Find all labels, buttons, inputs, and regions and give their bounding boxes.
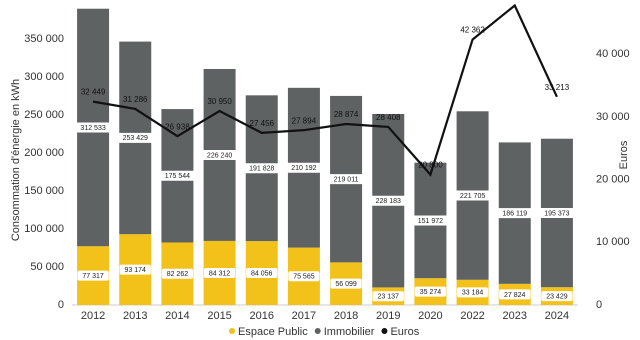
y2-tick-label: 20 000 bbox=[596, 174, 630, 186]
y2-axis-label: Euros bbox=[618, 140, 630, 169]
value-label: 77 317 bbox=[82, 273, 104, 280]
value-label: 56 099 bbox=[335, 281, 357, 288]
line-value-label: 27 456 bbox=[250, 119, 275, 128]
x-tick-label: 2013 bbox=[123, 310, 147, 322]
line bbox=[92, 3, 558, 177]
value-label-box bbox=[541, 291, 573, 302]
legend-marker bbox=[229, 328, 235, 334]
value-label-box bbox=[454, 190, 491, 201]
value-label: 82 262 bbox=[167, 271, 189, 278]
value-label-box bbox=[244, 163, 280, 174]
value-label: 75 565 bbox=[293, 274, 315, 281]
value-label-box bbox=[539, 207, 575, 218]
value-label: 84 312 bbox=[209, 270, 231, 277]
value-label: 312 533 bbox=[80, 125, 105, 132]
value-label-box bbox=[286, 162, 322, 173]
x-tick-label: 2017 bbox=[292, 310, 316, 322]
x-tick-label: 2018 bbox=[334, 310, 358, 322]
y-axis-label: Consommation d'énergie en kWh bbox=[10, 79, 22, 241]
line-value-label: 33 213 bbox=[545, 83, 570, 92]
x-tick-label: 2012 bbox=[81, 310, 105, 322]
line-value-label: 31 286 bbox=[123, 95, 148, 104]
y-tick-label: 0 bbox=[58, 299, 64, 311]
y-tick-label: 300 000 bbox=[24, 71, 64, 83]
x-tick-label: 2024 bbox=[545, 310, 569, 322]
value-label-box bbox=[456, 287, 489, 298]
legend-label: Euros bbox=[390, 326, 419, 338]
value-label-box bbox=[370, 195, 406, 206]
line-value-label: 30 950 bbox=[207, 97, 232, 106]
value-label: 33 184 bbox=[462, 290, 484, 297]
value-label-box bbox=[117, 132, 153, 143]
value-label-box bbox=[201, 149, 238, 160]
value-label: 226 240 bbox=[207, 152, 232, 159]
value-label-box bbox=[330, 278, 362, 289]
value-label: 219 011 bbox=[334, 176, 359, 183]
value-label-box bbox=[414, 286, 447, 297]
y2-tick-label: 0 bbox=[596, 299, 602, 311]
x-tick-label: 2015 bbox=[207, 310, 231, 322]
x-tick-label: 2014 bbox=[165, 310, 189, 322]
line-value-label: 32 449 bbox=[81, 88, 106, 97]
value-label-box bbox=[288, 271, 320, 282]
value-label-box bbox=[119, 264, 151, 275]
value-label-box bbox=[499, 289, 531, 300]
y2-tick-label: 10 000 bbox=[596, 236, 630, 248]
line-value-label: 47 784 bbox=[503, 0, 528, 1]
line-value-label: 28 874 bbox=[334, 110, 359, 119]
value-label-box bbox=[159, 170, 196, 181]
value-label: 210 192 bbox=[291, 165, 316, 172]
y2-tick-label: 30 000 bbox=[596, 111, 630, 123]
legend-label: Espace Public bbox=[238, 326, 308, 338]
x-tick-label: 2022 bbox=[460, 310, 484, 322]
line-value-label: 26 938 bbox=[165, 122, 190, 131]
value-label: 151 972 bbox=[418, 218, 443, 225]
y-tick-label: 200 000 bbox=[24, 147, 64, 159]
y2-tick-label: 40 000 bbox=[596, 48, 630, 60]
value-label: 84 056 bbox=[251, 270, 273, 277]
value-label-box bbox=[328, 174, 364, 185]
legend-marker bbox=[314, 328, 321, 334]
value-label: 175 544 bbox=[165, 173, 190, 180]
value-label: 186 119 bbox=[502, 210, 527, 217]
value-label-box bbox=[497, 208, 533, 219]
value-label: 93 174 bbox=[125, 267, 147, 274]
value-label-box bbox=[203, 267, 236, 278]
y-tick-label: 100 000 bbox=[24, 223, 64, 235]
x-tick-label: 2020 bbox=[418, 310, 442, 322]
value-label: 253 429 bbox=[123, 135, 148, 142]
y-tick-label: 150 000 bbox=[24, 185, 64, 197]
legend-label: Immobilier bbox=[324, 326, 375, 338]
line-value-label: 27 894 bbox=[292, 116, 317, 125]
y-tick-label: 50 000 bbox=[30, 261, 64, 273]
value-label-box bbox=[75, 122, 111, 133]
value-label: 191 828 bbox=[249, 166, 274, 173]
x-tick-label: 2023 bbox=[503, 310, 527, 322]
value-label-box bbox=[246, 268, 278, 279]
value-label: 35 274 bbox=[420, 289, 442, 296]
value-label: 23 429 bbox=[546, 293, 568, 300]
value-label: 27 824 bbox=[504, 292, 526, 299]
legend-marker bbox=[381, 328, 388, 334]
line-value-label: 42 362 bbox=[460, 26, 485, 35]
value-label: 228 183 bbox=[376, 198, 401, 205]
value-label-box bbox=[77, 270, 109, 281]
value-label: 23 137 bbox=[378, 294, 400, 301]
line-value-label: 20 800 bbox=[418, 161, 443, 170]
x-tick-label: 2019 bbox=[376, 310, 400, 322]
value-label-box bbox=[412, 215, 449, 226]
value-label: 221 705 bbox=[460, 193, 485, 200]
line-value-label: 28 408 bbox=[376, 113, 401, 122]
value-label: 195 373 bbox=[544, 210, 569, 217]
value-label-box bbox=[372, 291, 404, 302]
x-tick-label: 2016 bbox=[250, 310, 274, 322]
y-tick-label: 250 000 bbox=[24, 109, 64, 121]
y-tick-label: 350 000 bbox=[24, 33, 64, 45]
value-label-box bbox=[161, 268, 194, 279]
